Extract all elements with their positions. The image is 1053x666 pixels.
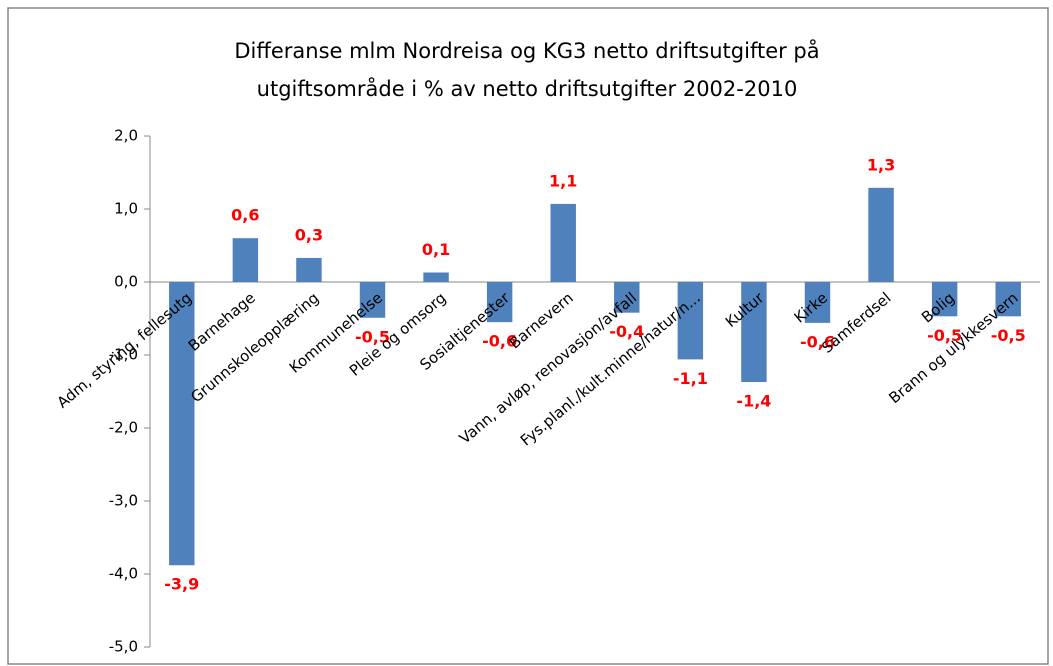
y-tick-label: -1,0	[109, 346, 138, 364]
y-tick-label: 2,0	[114, 127, 138, 145]
value-label: 1,3	[867, 155, 895, 174]
value-label: 1,1	[549, 171, 577, 190]
bar	[359, 282, 386, 318]
value-label: -1,4	[736, 392, 771, 411]
bar	[995, 282, 1021, 317]
value-label: 0,1	[422, 240, 450, 259]
value-label: -0,5	[927, 326, 962, 345]
bar	[169, 282, 195, 566]
bar	[486, 282, 513, 323]
y-tick-label: 1,0	[114, 200, 138, 218]
value-label: -0,6	[482, 332, 517, 351]
bar	[931, 282, 958, 317]
value-label: -0,5	[355, 327, 390, 346]
y-tick-label: -4,0	[109, 565, 138, 583]
value-label: -0,6	[800, 332, 835, 351]
bar	[423, 272, 449, 282]
value-label: 0,6	[231, 206, 259, 225]
bar	[232, 238, 259, 282]
bar	[677, 282, 704, 360]
value-label: -0,5	[991, 326, 1026, 345]
bar	[614, 282, 640, 313]
value-label: -1,1	[673, 369, 708, 388]
y-tick-label: -5,0	[109, 638, 138, 656]
value-label: -0,4	[609, 322, 644, 341]
chart-title: Differanse mlm Nordreisa og KG3 netto dr…	[234, 38, 819, 63]
bar	[296, 257, 322, 282]
bar	[868, 187, 894, 282]
value-label: -3,9	[164, 575, 199, 594]
value-label: 0,3	[295, 225, 323, 244]
y-tick-label: -2,0	[109, 419, 138, 437]
bar	[741, 282, 767, 383]
y-tick-label: 0,0	[114, 273, 138, 291]
bar	[804, 282, 831, 323]
y-tick-label: -3,0	[109, 492, 138, 510]
bar	[550, 203, 576, 282]
chart-title: utgiftsområde i % av netto driftsutgifte…	[257, 76, 798, 101]
